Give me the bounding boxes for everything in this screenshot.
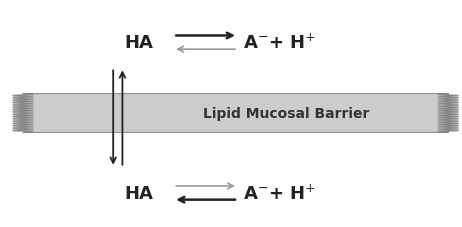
- Text: HA: HA: [124, 34, 153, 52]
- Polygon shape: [13, 94, 458, 133]
- Text: Lipid Mucosal Barrier: Lipid Mucosal Barrier: [203, 106, 370, 121]
- Text: A$^{\mathsf{-}}$+ H$^{\mathsf{+}}$: A$^{\mathsf{-}}$+ H$^{\mathsf{+}}$: [243, 183, 316, 202]
- Text: A$^{\mathsf{-}}$+ H$^{\mathsf{+}}$: A$^{\mathsf{-}}$+ H$^{\mathsf{+}}$: [243, 34, 316, 53]
- Text: HA: HA: [124, 184, 153, 202]
